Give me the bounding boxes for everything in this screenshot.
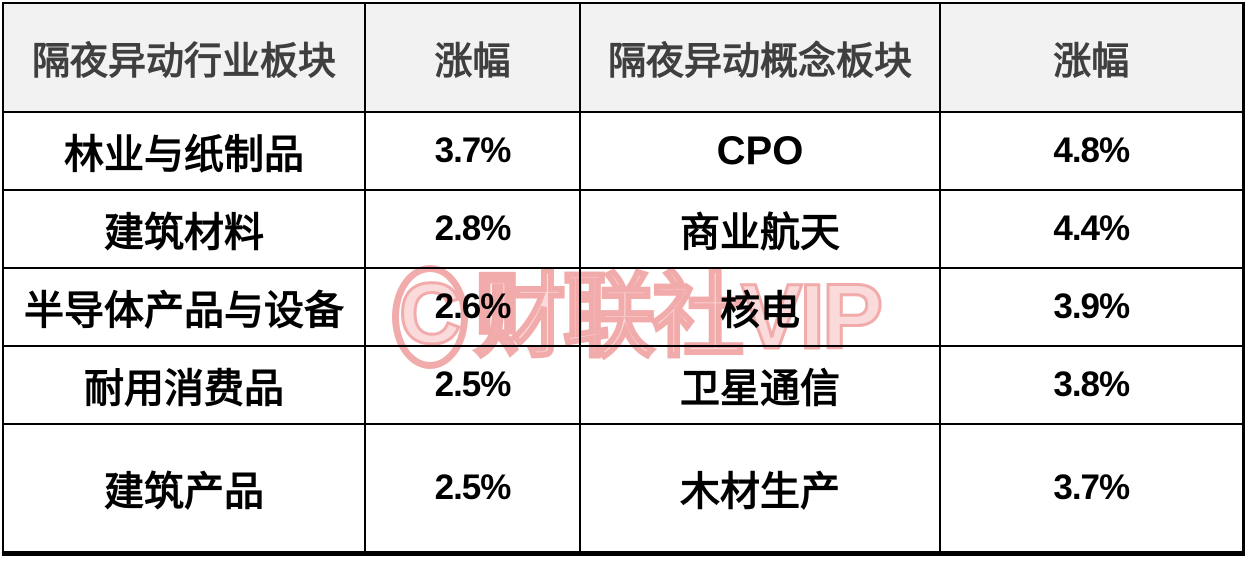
concept-name: CPO (579, 111, 941, 191)
table-row: 建筑材料 2.8% 商业航天 4.4% (2, 189, 1244, 269)
table-row: 建筑产品 2.5% 木材生产 3.7% (2, 423, 1244, 554)
overnight-sector-table: 隔夜异动行业板块 涨幅 隔夜异动概念板块 涨幅 林业与纸制品 3.7% CPO … (2, 2, 1245, 556)
table-row: 耐用消费品 2.5% 卫星通信 3.8% (2, 345, 1244, 425)
concept-name: 木材生产 (579, 423, 941, 554)
industry-change: 2.6% (364, 267, 581, 347)
concept-change: 4.8% (939, 111, 1244, 191)
concept-change: 3.8% (939, 345, 1244, 425)
industry-name: 林业与纸制品 (2, 111, 366, 191)
header-industry-change: 涨幅 (364, 2, 581, 113)
header-industry-sector: 隔夜异动行业板块 (2, 2, 366, 113)
industry-name: 半导体产品与设备 (2, 267, 366, 347)
header-concept-change: 涨幅 (939, 2, 1244, 113)
concept-change: 3.9% (939, 267, 1244, 347)
industry-change: 2.5% (364, 345, 581, 425)
industry-change: 2.8% (364, 189, 581, 269)
concept-change: 4.4% (939, 189, 1244, 269)
table-row: 林业与纸制品 3.7% CPO 4.8% (2, 111, 1244, 191)
concept-name: 卫星通信 (579, 345, 941, 425)
concept-name: 商业航天 (579, 189, 941, 269)
industry-change: 3.7% (364, 111, 581, 191)
industry-change: 2.5% (364, 423, 581, 554)
industry-name: 建筑材料 (2, 189, 366, 269)
concept-name: 核电 (579, 267, 941, 347)
header-concept-sector: 隔夜异动概念板块 (579, 2, 941, 113)
industry-name: 耐用消费品 (2, 345, 366, 425)
table-header-row: 隔夜异动行业板块 涨幅 隔夜异动概念板块 涨幅 (2, 2, 1244, 113)
table-row: 半导体产品与设备 2.6% 核电 3.9% (2, 267, 1244, 347)
industry-name: 建筑产品 (2, 423, 366, 554)
concept-change: 3.7% (939, 423, 1244, 554)
